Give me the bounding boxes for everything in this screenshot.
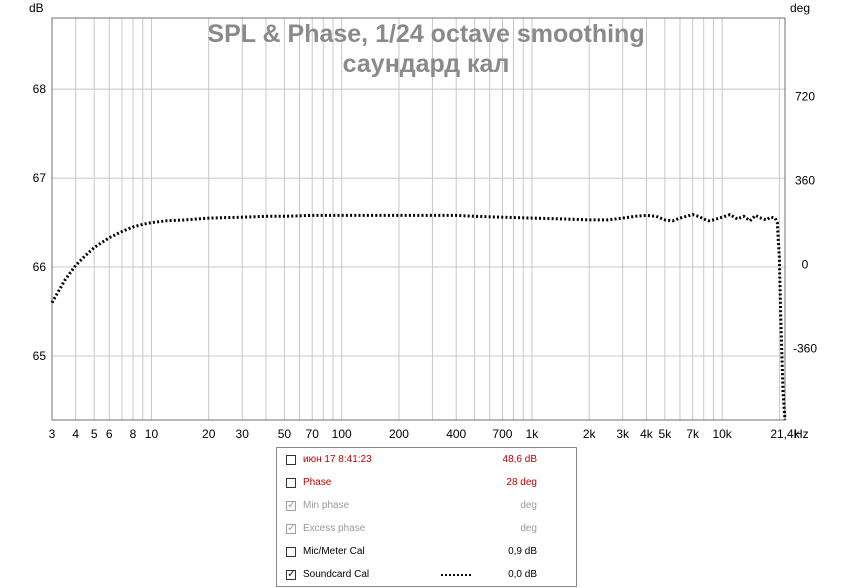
spl-phase-chart: 3 4 5 6 8 10 20 30 50 70 100 200 400 700 1k 2k 3k 4k 5k 7k 1… (29, 1, 817, 441)
x-tick-label: 4k (640, 427, 654, 441)
y-tick-label: 68 (33, 82, 47, 96)
x-tick-label: 700 (492, 427, 512, 441)
x-tick-label: 200 (389, 427, 409, 441)
checkbox-phase[interactable] (286, 478, 296, 488)
legend-swatch-dotted (441, 574, 471, 576)
legend-row-min-phase: ✓ Min phase deg (277, 495, 576, 517)
y-tick-label: 67 (33, 171, 47, 185)
legend-row-measurement: июн 17 8:41:23 48,6 dB (277, 449, 576, 471)
legend-panel: июн 17 8:41:23 48,6 dB Phase 28 deg ✓ Mi… (276, 447, 577, 587)
x-tick-label: 10 (145, 427, 159, 441)
x-tick-label: 30 (236, 427, 250, 441)
legend-row-soundcard-cal: ✓ Soundcard Cal 0,0 dB (277, 564, 576, 586)
legend-row-excess-phase: ✓ Excess phase deg (277, 518, 576, 540)
check-mark-icon: ✓ (287, 568, 297, 580)
y-tick-label: 66 (33, 260, 47, 274)
x-tick-labels: 3 4 5 6 8 10 20 30 50 70 100 200 400 700 1k 2k 3k 4k 5k 7k 1… (49, 427, 801, 441)
x-tick-label: 6 (106, 427, 113, 441)
legend-value: 0,9 dB (508, 546, 537, 557)
x-tick-label: 50 (278, 427, 292, 441)
x-tick-label: 3k (616, 427, 630, 441)
series-line-soundcard-cal (50, 212, 787, 421)
x-tick-label: 3 (49, 427, 56, 441)
check-mark-icon: ✓ (287, 499, 297, 511)
x-tick-label: 5k (659, 427, 673, 441)
y2-tick-label: 720 (795, 89, 815, 103)
y-tick-labels: 65 66 67 68 (33, 82, 47, 363)
legend-value: 28 deg (506, 477, 537, 488)
check-mark-icon: ✓ (287, 522, 297, 534)
legend-label: июн 17 8:41:23 (303, 454, 372, 465)
x-tick-label: 10k (712, 427, 732, 441)
legend-label: Mic/Meter Cal (303, 546, 365, 557)
checkbox-mic-meter-cal[interactable] (286, 547, 296, 557)
x-tick-label: 400 (446, 427, 466, 441)
x-tick-label: 20 (202, 427, 216, 441)
checkbox-min-phase[interactable]: ✓ (286, 499, 297, 511)
legend-label: Soundcard Cal (303, 569, 370, 580)
x-tick-label: 4 (72, 427, 79, 441)
chart-subtitle: саундард кал (343, 50, 510, 78)
y2-tick-label: -360 (793, 342, 817, 356)
y-axis-unit-right: deg (790, 1, 810, 15)
grid-lines (51, 18, 785, 420)
y2-tick-label: 360 (795, 173, 815, 187)
x-tick-label: 100 (332, 427, 352, 441)
x-tick-label: 8 (130, 427, 137, 441)
checkbox-excess-phase[interactable]: ✓ (286, 522, 297, 534)
legend-label: Min phase (303, 500, 350, 511)
x-tick-label: 2k (583, 427, 597, 441)
x-tick-label: 1k (526, 427, 540, 441)
legend-value: deg (520, 523, 537, 534)
plot-frame (51, 17, 786, 421)
x-tick-label: 5 (91, 427, 98, 441)
y-tick-label: 65 (33, 349, 47, 363)
y2-tick-labels: 720 360 0 -360 (793, 89, 817, 355)
legend-row-phase: Phase 28 deg (277, 472, 576, 494)
x-tick-label: 7k (686, 427, 700, 441)
legend-label: Phase (303, 477, 332, 488)
checkbox-measurement[interactable] (286, 455, 296, 465)
legend-label: Excess phase (303, 523, 366, 534)
chart-title: SPL & Phase, 1/24 octave smoothing (207, 20, 644, 48)
legend-value: 48,6 dB (502, 454, 537, 465)
checkbox-soundcard-cal[interactable]: ✓ (286, 568, 297, 580)
x-axis-unit: Hz (794, 427, 809, 441)
y-axis-unit-left: dB (29, 1, 44, 15)
x-tick-label: 70 (306, 427, 320, 441)
series-group (50, 212, 787, 421)
legend-value: deg (520, 500, 537, 511)
x-tick-label: 21,4k (770, 427, 800, 441)
legend-row-mic-meter-cal: Mic/Meter Cal 0,9 dB (277, 541, 576, 563)
y2-tick-label: 0 (802, 258, 809, 272)
legend-value: 0,0 dB (508, 569, 537, 580)
